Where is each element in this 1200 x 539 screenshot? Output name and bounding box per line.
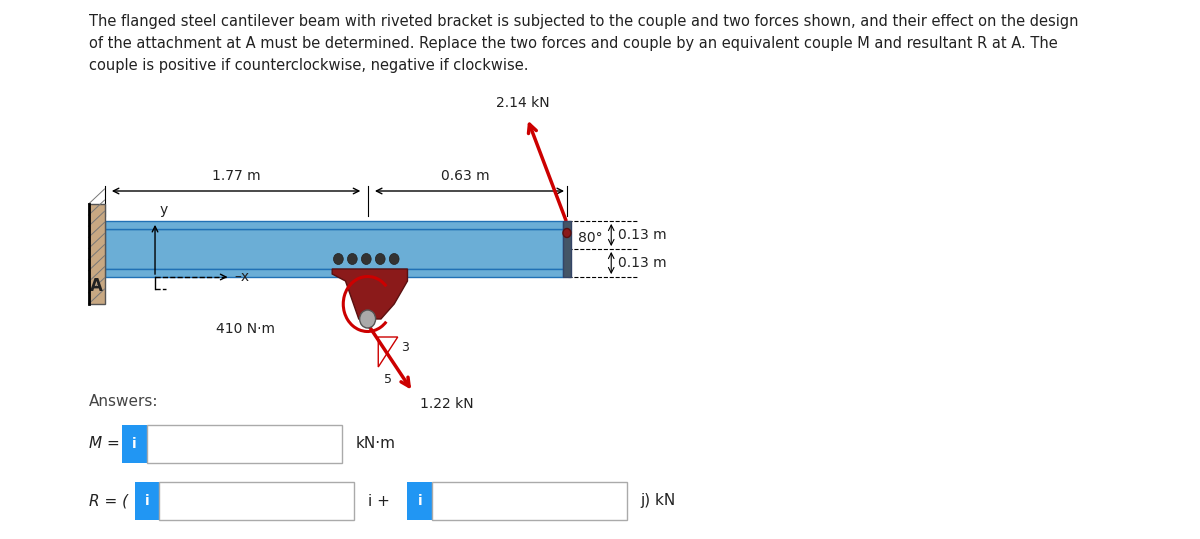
- Text: R = (: R = (: [89, 494, 127, 508]
- Circle shape: [389, 253, 400, 265]
- Bar: [104, 221, 563, 229]
- Text: y: y: [160, 203, 168, 217]
- Text: 0.63 m: 0.63 m: [440, 169, 490, 183]
- Text: 1.77 m: 1.77 m: [211, 169, 260, 183]
- Circle shape: [360, 310, 376, 328]
- Bar: [122, 425, 148, 463]
- Bar: [89, 204, 104, 304]
- Bar: [148, 425, 342, 463]
- Bar: [432, 482, 628, 520]
- Text: 0.13 m: 0.13 m: [618, 228, 667, 242]
- Bar: [134, 482, 160, 520]
- Text: i: i: [132, 437, 137, 451]
- Text: 1.22 kN: 1.22 kN: [420, 397, 474, 411]
- Polygon shape: [332, 269, 408, 319]
- Circle shape: [334, 253, 343, 265]
- Text: Answers:: Answers:: [89, 394, 158, 409]
- Bar: [104, 229, 563, 269]
- Text: 410 N·m: 410 N·m: [216, 322, 275, 336]
- Circle shape: [376, 253, 385, 265]
- Text: kN·m: kN·m: [355, 437, 395, 452]
- Bar: [104, 269, 563, 277]
- Circle shape: [361, 253, 371, 265]
- Text: 80°: 80°: [577, 231, 602, 245]
- Circle shape: [563, 229, 571, 238]
- Bar: [408, 482, 432, 520]
- Text: 0.13 m: 0.13 m: [618, 256, 667, 270]
- Text: The flanged steel cantilever beam with riveted bracket is subjected to the coupl: The flanged steel cantilever beam with r…: [89, 14, 1078, 73]
- Text: 3: 3: [401, 341, 409, 354]
- Text: i +: i +: [367, 494, 390, 508]
- Text: i: i: [145, 494, 149, 508]
- Text: j) kN: j) kN: [641, 494, 676, 508]
- Text: 2.14 kN: 2.14 kN: [496, 96, 550, 110]
- Bar: [160, 482, 354, 520]
- Text: A: A: [90, 277, 103, 295]
- Text: i: i: [418, 494, 422, 508]
- Circle shape: [348, 253, 358, 265]
- Text: 5: 5: [384, 373, 392, 386]
- Bar: [563, 221, 571, 277]
- Text: –x: –x: [235, 270, 250, 284]
- Text: M =: M =: [89, 437, 125, 452]
